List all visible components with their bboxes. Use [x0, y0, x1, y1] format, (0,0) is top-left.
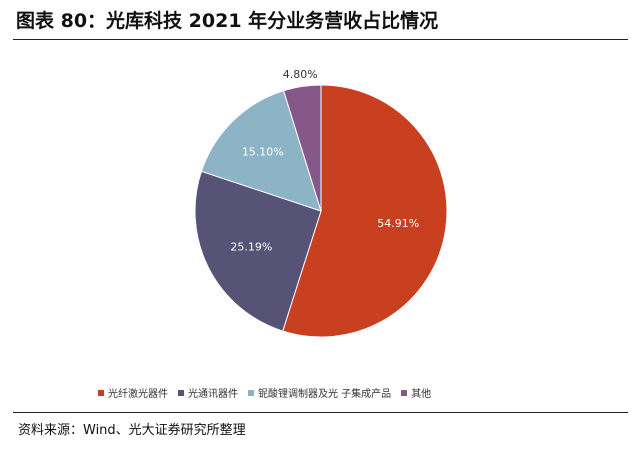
legend-label-optical-comm: 光通讯器件	[188, 389, 238, 400]
footer-divider	[13, 412, 628, 413]
legend-item-lithium-niobate: 铌酸锂调制器及光 子集成产品	[248, 385, 391, 400]
data-label-optical-comm: 25.19%	[230, 240, 272, 253]
chart-legend: 光纤激光器件 光通讯器件 铌酸锂调制器及光 子集成产品 其他	[98, 385, 431, 400]
title-divider	[13, 39, 628, 40]
pie-chart: 54.91% 25.19% 15.10% 4.80%	[194, 68, 448, 338]
legend-label-fiber-laser: 光纤激光器件	[108, 389, 168, 400]
legend-item-optical-comm: 光通讯器件	[178, 385, 238, 400]
pie-labels: 54.91% 25.19% 15.10% 4.80%	[230, 68, 419, 253]
legend-item-fiber-laser: 光纤激光器件	[98, 385, 168, 400]
legend-label-lithium-niobate: 铌酸锂调制器及光 子集成产品	[258, 389, 392, 400]
pie-slice-lithium-niobate	[200, 90, 322, 212]
source-note: 资料来源：Wind、光大证券研究所整理	[18, 423, 246, 438]
legend-swatch-other	[401, 389, 408, 396]
pie-slice-optical-comm	[194, 170, 322, 332]
pie-slice-fiber-laser	[282, 84, 448, 338]
pie-slice-other	[282, 84, 322, 212]
legend-item-other: 其他	[401, 385, 431, 400]
data-label-fiber-laser: 54.91%	[377, 217, 419, 230]
legend-swatch-fiber-laser	[98, 389, 104, 396]
legend-label-other: 其他	[411, 389, 432, 400]
pie-slices	[194, 84, 448, 338]
figure-title: 图表 80：光库科技 2021 年分业务营收占比情况	[16, 10, 439, 32]
legend-swatch-optical-comm	[178, 389, 184, 396]
legend-swatch-lithium-niobate	[248, 389, 254, 396]
data-label-other: 4.80%	[283, 68, 318, 81]
data-label-lithium-niobate: 15.10%	[242, 146, 284, 159]
